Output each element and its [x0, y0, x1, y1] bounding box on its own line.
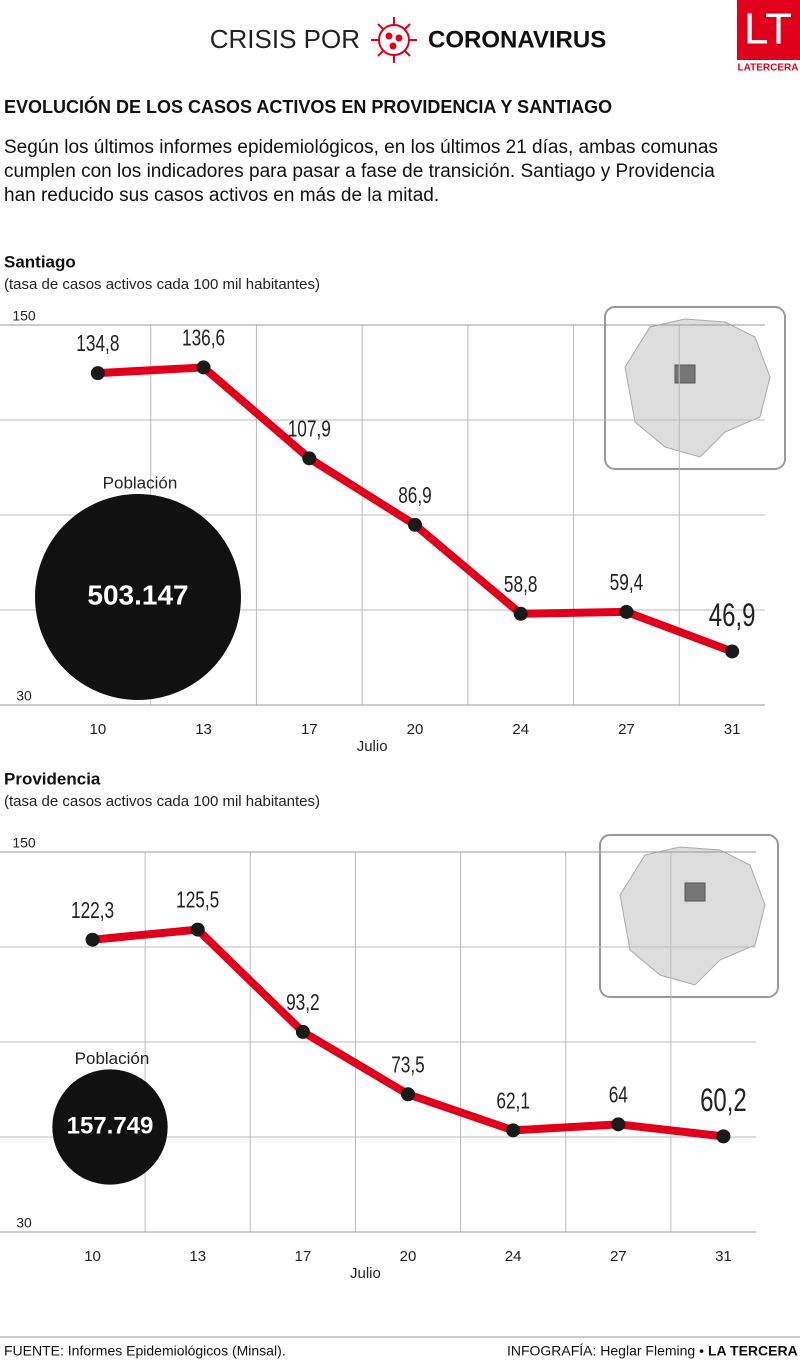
data-label: 134,8 [76, 332, 119, 357]
chart-title: Providencia [4, 769, 101, 788]
population-bubble [52, 1069, 168, 1185]
data-point [190, 922, 205, 937]
x-tick-label: 17 [295, 1248, 312, 1265]
data-point [619, 604, 634, 619]
kicker-bold: CORONAVIRUS [428, 26, 606, 53]
data-point [408, 517, 422, 532]
population-value: 503.147 [87, 579, 188, 610]
data-point [716, 1129, 731, 1144]
y-tick-label: 150 [12, 835, 36, 851]
data-label: 46,9 [709, 597, 756, 633]
x-tick-label: 27 [610, 1248, 627, 1265]
population-label: Población [103, 473, 178, 492]
data-label: 107,9 [288, 417, 331, 442]
data-point [513, 606, 528, 621]
x-tick-label: 10 [90, 721, 107, 738]
logo-box [737, 0, 800, 60]
description: Según los últimos informes epidemiológic… [4, 137, 718, 206]
y-tick-label: 150 [12, 308, 36, 324]
chart-subtitle: (tasa de casos activos cada 100 mil habi… [4, 793, 320, 810]
source: FUENTE: Informes Epidemiológicos (Minsal… [4, 1343, 286, 1359]
data-label: 125,5 [176, 888, 219, 913]
data-point [295, 1024, 310, 1039]
data-point [725, 644, 740, 659]
data-label: 136,6 [182, 326, 225, 351]
data-point [90, 366, 105, 381]
logo: LT [744, 5, 792, 54]
x-tick-label: 10 [84, 1248, 101, 1265]
data-label: 64 [609, 1083, 628, 1108]
x-tick-label: 31 [715, 1248, 732, 1265]
x-tick-label: 27 [618, 721, 635, 738]
x-tick-label: 20 [400, 1248, 417, 1265]
population-value: 157.749 [67, 1112, 154, 1139]
map-shape [624, 318, 771, 458]
data-label: 62,1 [496, 1089, 530, 1114]
x-tick-label: 20 [407, 721, 424, 738]
y-tick-label: 30 [16, 688, 32, 704]
map-highlight [684, 882, 706, 902]
data-point [506, 1123, 521, 1138]
population-label: Población [75, 1049, 150, 1068]
chart-subtitle: (tasa de casos activos cada 100 mil habi… [4, 276, 320, 293]
data-label: 86,9 [398, 484, 432, 509]
data-label: 93,2 [286, 991, 320, 1016]
x-axis-label: Julio [350, 1265, 381, 1282]
kicker: CRISIS POR [210, 24, 360, 54]
x-tick-label: 31 [724, 721, 741, 738]
x-tick-label: 24 [505, 1248, 522, 1265]
x-axis-label: Julio [357, 738, 388, 755]
credit: INFOGRAFÍA: Heglar Fleming • [507, 1343, 704, 1359]
data-point [611, 1117, 626, 1132]
population-bubble [35, 494, 241, 700]
data-point [302, 451, 317, 466]
data-label: 58,8 [504, 573, 538, 598]
map-shape [619, 846, 766, 986]
data-label: 60,2 [700, 1081, 747, 1117]
data-label: 73,5 [391, 1053, 425, 1078]
x-tick-label: 13 [189, 1248, 206, 1265]
title: EVOLUCIÓN DE LOS CASOS ACTIVOS EN PROVID… [4, 96, 612, 117]
y-tick-label: 30 [16, 1215, 32, 1231]
virus-icon [371, 17, 417, 63]
data-point [85, 932, 100, 947]
data-label: 59,4 [610, 571, 644, 596]
map-highlight [674, 364, 696, 384]
data-point [196, 360, 211, 375]
logo-name: LATERCERA [738, 63, 799, 74]
x-tick-label: 13 [195, 721, 212, 738]
data-label: 122,3 [71, 899, 114, 924]
data-point [401, 1087, 415, 1102]
x-tick-label: 17 [301, 721, 318, 738]
brand: LA TERCERA [708, 1343, 798, 1359]
x-tick-label: 24 [512, 721, 529, 738]
chart-title: Santiago [4, 252, 76, 271]
